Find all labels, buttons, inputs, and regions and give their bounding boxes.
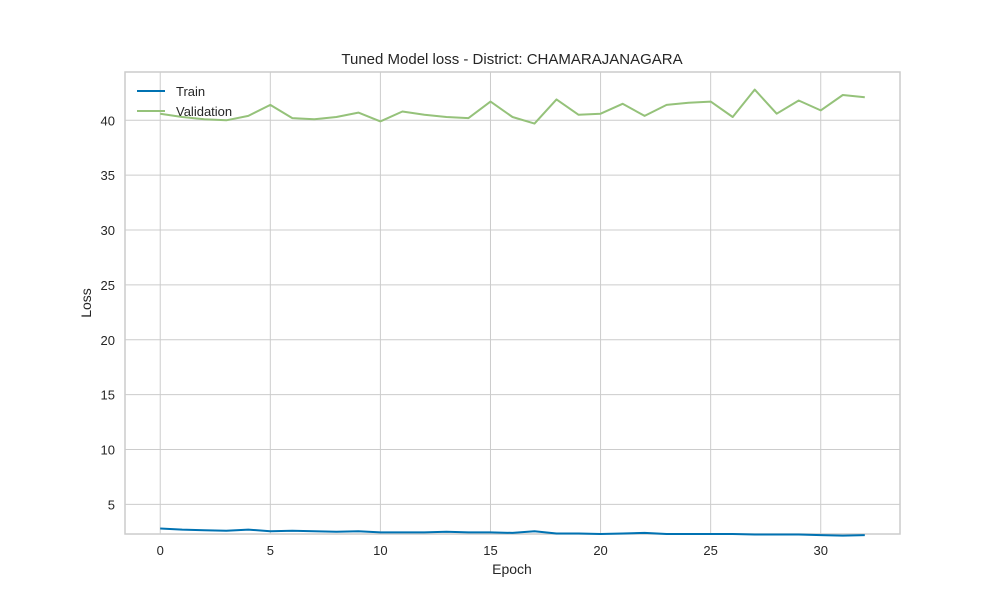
x-tick-label: 15 [483,543,497,558]
legend: Train Validation [137,84,232,119]
series-line-train [160,527,865,537]
y-axis-label: Loss [78,288,94,318]
x-tick-label: 25 [703,543,717,558]
legend-label-train: Train [176,84,205,99]
plot-area [124,71,901,535]
x-tick-label: 0 [157,543,164,558]
tick-labels: 0 5 10 15 20 25 30 5 10 15 20 25 30 35 40 [101,113,828,558]
y-tick-label: 30 [101,223,115,238]
y-tick-label: 35 [101,168,115,183]
x-tick-label: 20 [593,543,607,558]
y-tick-label: 5 [108,497,115,512]
y-tick-label: 20 [101,333,115,348]
x-tick-label: 30 [814,543,828,558]
grid [125,72,900,534]
legend-label-validation: Validation [176,104,232,119]
chart-title: Tuned Model loss - District: CHAMARAJANA… [341,51,682,68]
y-tick-label: 15 [101,388,115,403]
y-tick-label: 10 [101,443,115,458]
y-tick-label: 40 [101,113,115,128]
x-tick-label: 5 [267,543,274,558]
series-line-validation [160,88,865,125]
series-lines [160,88,865,537]
x-axis-label: Epoch [492,561,532,577]
y-tick-label: 25 [101,278,115,293]
x-tick-label: 10 [373,543,387,558]
